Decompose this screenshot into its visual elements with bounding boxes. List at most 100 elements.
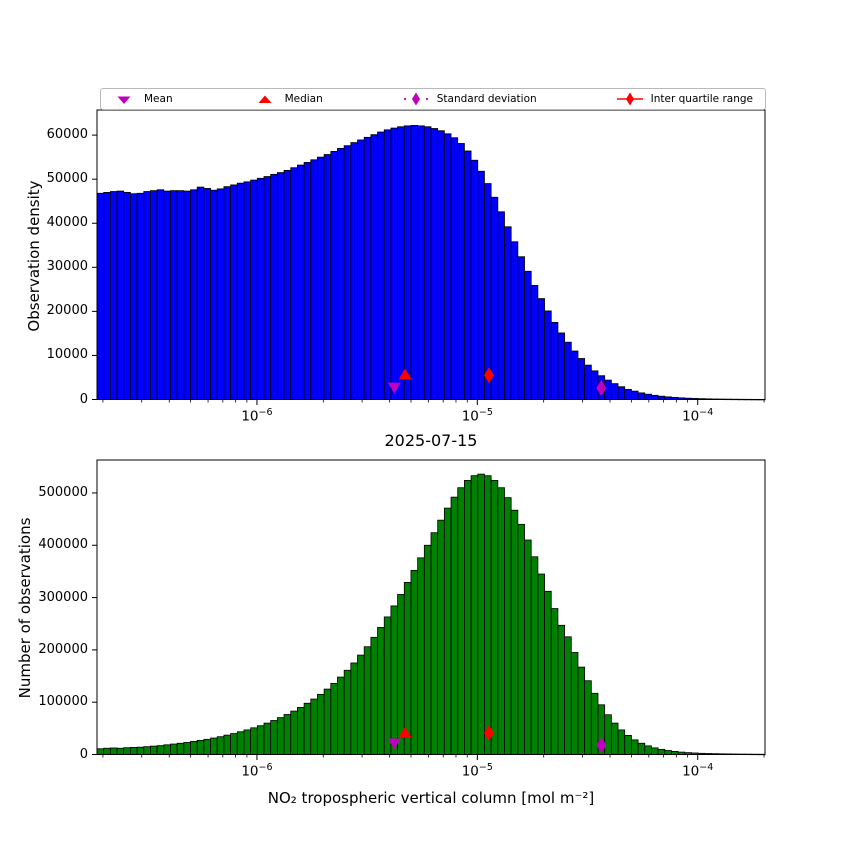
histogram-bar xyxy=(216,188,225,400)
histogram-bar xyxy=(283,169,292,400)
histogram-bar xyxy=(150,745,158,755)
histogram-bar xyxy=(410,125,419,400)
y-tick-label: 50000 xyxy=(46,171,88,187)
histogram-bar xyxy=(484,183,492,400)
histogram-bar xyxy=(183,190,191,400)
histogram-bar xyxy=(290,710,298,755)
histogram-bar xyxy=(256,177,265,400)
histogram-bar xyxy=(403,125,412,400)
histogram-bar xyxy=(504,497,512,755)
histogram-bar xyxy=(357,139,365,400)
median-triangle-up-icon xyxy=(258,95,272,103)
histogram-bar xyxy=(530,284,539,400)
legend: Mean Median Standard deviation Inter qua… xyxy=(100,88,766,110)
legend-item-standard-deviation: Standard deviation xyxy=(402,91,537,107)
standard-deviation-marker xyxy=(596,380,607,397)
legend-item-inter-quartile-range: Inter quartile range xyxy=(616,91,753,107)
histogram-bar xyxy=(664,750,672,755)
histogram-bar xyxy=(631,390,639,400)
histogram-bar xyxy=(156,745,165,755)
histogram-bar xyxy=(350,142,358,400)
histogram-bar xyxy=(103,747,111,755)
histogram-bar xyxy=(136,746,145,755)
histogram-bar xyxy=(570,350,579,400)
histogram-bar xyxy=(624,735,632,755)
histogram-bar xyxy=(390,605,399,755)
histogram-bar xyxy=(617,386,626,400)
histogram-bar xyxy=(644,745,652,755)
histogram-bar xyxy=(163,744,171,755)
legend-item-mean: Mean xyxy=(111,92,173,106)
histogram-bar xyxy=(390,127,399,400)
histogram-bar xyxy=(383,129,392,400)
histogram-bar xyxy=(363,646,372,755)
histogram-bar xyxy=(584,680,592,755)
histogram-bar xyxy=(109,747,118,755)
y-tick-label: 300000 xyxy=(38,589,88,605)
histogram-bar xyxy=(550,321,559,400)
histogram-bar xyxy=(564,636,572,755)
histogram-bar xyxy=(577,666,586,755)
histogram-bar xyxy=(657,748,666,755)
histogram-bar xyxy=(276,172,285,400)
x-tick-label: 10−6 xyxy=(241,406,273,424)
y-tick-label: 60000 xyxy=(46,127,88,143)
y-tick-label: 100000 xyxy=(38,694,88,710)
histogram-bar xyxy=(624,388,632,400)
histogram-bar xyxy=(617,729,626,755)
histogram-bar xyxy=(323,154,332,400)
histogram-bar xyxy=(370,636,378,755)
histogram-bar xyxy=(450,496,459,755)
y-tick-label: 10000 xyxy=(46,347,88,363)
mean-triangle-down-icon xyxy=(117,96,131,104)
histogram-bar xyxy=(557,332,565,400)
histogram-bar xyxy=(490,479,499,755)
standard-deviation-diamond-icon xyxy=(403,92,428,106)
histogram-bar xyxy=(651,747,659,755)
histogram-bar xyxy=(631,739,639,755)
histogram-bar xyxy=(163,190,171,400)
histogram-bar xyxy=(564,341,572,400)
histogram-bar xyxy=(176,742,185,755)
histogram-bar xyxy=(196,186,205,400)
histogram-bar xyxy=(143,746,151,755)
legend-label-mean: Mean xyxy=(144,92,173,105)
histogram-bar xyxy=(430,128,439,400)
histogram-bar xyxy=(236,731,245,755)
histogram-bar xyxy=(363,136,372,400)
histogram-bar xyxy=(377,131,385,400)
histogram-bar xyxy=(337,676,345,755)
histogram-bar xyxy=(103,191,111,400)
histogram-bar xyxy=(530,556,539,755)
histogram-bar xyxy=(243,181,252,400)
mean-marker xyxy=(387,382,401,394)
histogram-bar xyxy=(236,182,245,400)
histogram-bar xyxy=(537,298,545,400)
histogram-bar xyxy=(303,702,312,755)
histogram-bar xyxy=(357,654,365,755)
histogram-bar xyxy=(263,722,272,755)
histogram-bar xyxy=(524,539,532,755)
histogram-bar xyxy=(296,707,305,755)
histogram-bar xyxy=(210,189,218,400)
histogram-bar xyxy=(109,191,118,400)
histogram-bar xyxy=(276,717,285,755)
number-of-observations-histogram xyxy=(96,473,766,756)
histogram-bar xyxy=(423,544,432,755)
y-tick-label: 40000 xyxy=(46,215,88,231)
histogram-bar xyxy=(116,747,125,755)
histogram-bar xyxy=(203,738,211,755)
histogram-bar xyxy=(256,725,265,755)
histogram-bar xyxy=(330,151,338,400)
histogram-bar xyxy=(296,164,305,400)
standard-deviation-marker xyxy=(596,737,607,754)
histogram-bar xyxy=(129,193,138,400)
histogram-bar xyxy=(497,487,505,755)
observation-density-histogram xyxy=(96,125,766,401)
histogram-bar xyxy=(250,179,258,400)
histogram-bar xyxy=(176,190,185,400)
histogram-bar xyxy=(590,370,599,400)
histogram-bar xyxy=(96,192,105,400)
histogram-bar xyxy=(517,256,525,400)
